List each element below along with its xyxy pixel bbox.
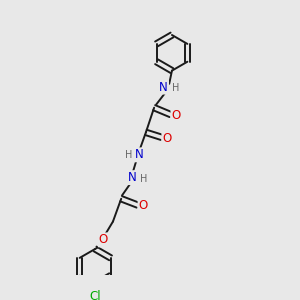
Text: Cl: Cl	[89, 290, 101, 300]
Text: H: H	[125, 150, 132, 160]
Text: N: N	[128, 171, 136, 184]
Text: N: N	[159, 81, 168, 94]
Text: N: N	[135, 148, 143, 161]
Text: O: O	[99, 233, 108, 246]
Text: H: H	[140, 174, 147, 184]
Text: O: O	[171, 109, 181, 122]
Text: O: O	[139, 200, 148, 212]
Text: H: H	[172, 83, 179, 94]
Text: O: O	[162, 132, 172, 145]
